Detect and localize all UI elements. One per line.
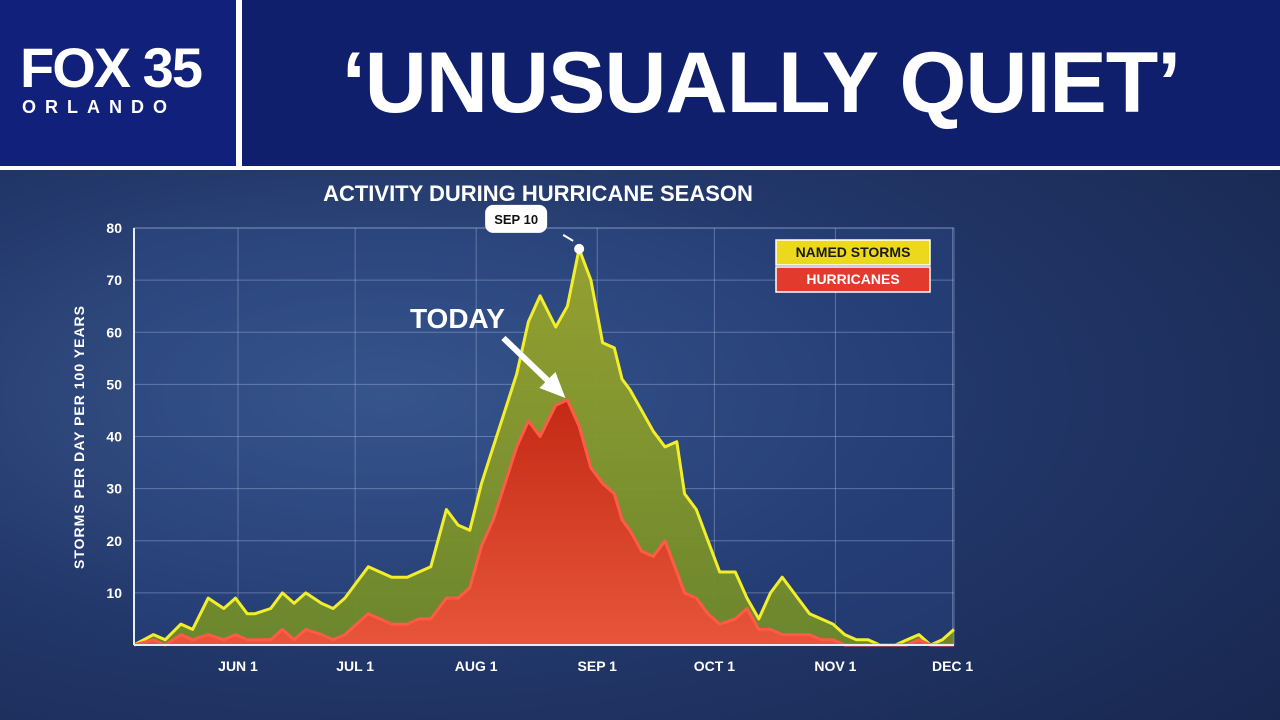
peak-callout-box	[485, 204, 548, 233]
today-arrow-shaft	[501, 335, 556, 389]
annotations: SEP 10 TODAY	[410, 204, 585, 399]
hurricane-activity-chart: 10 20 30 40 50 60 70 80 JUN 1 JUL 1 AUG 1 SEP 1 OCT …	[71, 181, 973, 674]
x-tick-label: SEP 1	[578, 658, 618, 674]
banner-divider	[236, 0, 242, 166]
y-tick-label: 40	[106, 429, 122, 445]
y-tick-label: 30	[106, 481, 122, 497]
logo-sub-text: ORLANDO	[22, 97, 176, 117]
series-line-0	[133, 247, 955, 647]
banner-bottom-rule	[0, 166, 1280, 170]
y-tick-label: 50	[106, 376, 122, 392]
chart-title: ACTIVITY DURING HURRICANE SEASON	[323, 181, 753, 206]
y-axis-label: STORMS PER DAY PER 100 YEARS	[71, 305, 87, 569]
y-tick-label: 10	[106, 585, 122, 601]
legend-label: HURRICANES	[806, 271, 899, 287]
station-logo: FOX 35 ORLANDO	[0, 0, 236, 166]
header-banner: FOX 35 ORLANDO ‘UNUSUALLY QUIET’	[0, 0, 1280, 166]
legend: NAMED STORMS HURRICANES	[775, 239, 931, 293]
y-tick-label: 80	[106, 220, 122, 236]
today-arrow-head	[539, 372, 566, 399]
series-line-1	[133, 398, 954, 647]
legend-swatch	[775, 266, 931, 293]
x-tick-label: OCT 1	[694, 658, 735, 674]
series-area-1	[134, 400, 954, 645]
peak-callout-label: SEP 10	[494, 212, 538, 227]
y-tick-label: 60	[106, 324, 122, 340]
legend-swatch	[775, 239, 931, 266]
peak-marker	[574, 243, 585, 254]
x-tick-label: AUG 1	[455, 658, 498, 674]
x-tick-label: NOV 1	[814, 658, 856, 674]
x-tick-label: DEC 1	[932, 658, 973, 674]
y-tick-label: 20	[106, 533, 122, 549]
peak-callout-pointer	[562, 233, 574, 242]
today-label: TODAY	[410, 303, 505, 334]
y-tick-label: 70	[106, 272, 122, 288]
x-tick-label: JUN 1	[218, 658, 258, 674]
series-areas	[133, 247, 955, 647]
logo-main-text: FOX 35	[20, 36, 203, 99]
x-tick-label: JUL 1	[336, 658, 374, 674]
axes: 10 20 30 40 50 60 70 80 JUN 1 JUL 1 AUG 1 SEP 1 OCT …	[106, 220, 973, 674]
headline: ‘UNUSUALLY QUIET’	[341, 34, 1181, 131]
legend-label: NAMED STORMS	[796, 244, 911, 260]
